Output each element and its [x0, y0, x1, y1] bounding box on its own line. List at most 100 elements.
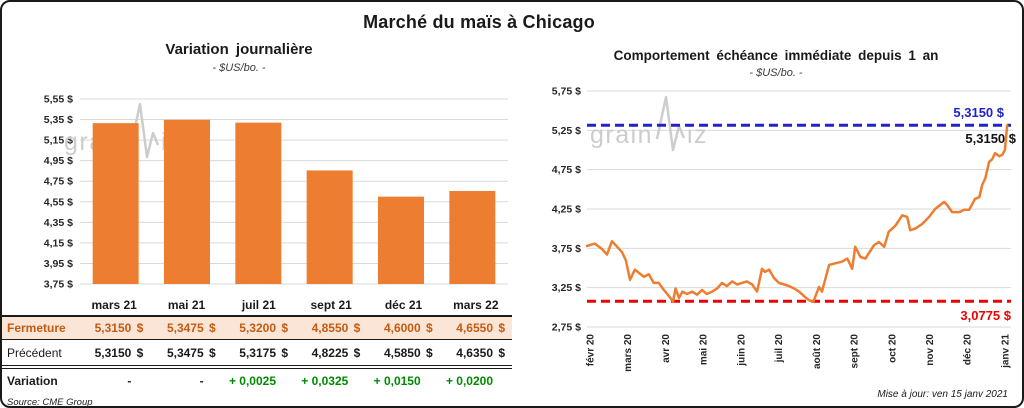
currency-symbol: $ — [353, 321, 361, 335]
currency-symbol: $ — [136, 321, 144, 335]
x-axis-label: oct 20 — [887, 334, 898, 363]
table-cell: + 0,0150 — [373, 374, 421, 388]
watermark-text-suffix: iz — [687, 121, 708, 149]
cell-value: 4,5850 — [383, 345, 421, 360]
currency-symbol: $ — [136, 345, 144, 360]
watermark-zigzag-icon — [655, 95, 686, 152]
cell-value: 5,3475 — [166, 345, 204, 360]
daily-variation-bar-chart: 5,55 $ 5,35 $ 5,15 $ 4,95 $ 4,75 $ 4,55 $ 4,35… — [44, 94, 508, 291]
y-axis-tick-label: 5,75 $ — [552, 86, 581, 98]
currency-symbol: $ — [208, 321, 216, 335]
table-cell: 4,6000 $ — [367, 321, 439, 335]
table-cell: 4,8550 $ — [295, 321, 367, 335]
ref-low-label: 3,0775 $ — [960, 308, 1011, 323]
table-cell: - — [199, 374, 204, 388]
x-axis-label: mai 20 — [699, 334, 710, 366]
last-price-label: 5,3150 $ — [965, 131, 1016, 146]
y-axis-tick-label: 3,95 $ — [44, 258, 73, 270]
table-cell: 5,3150 $ — [78, 321, 150, 335]
table-cell: 5,3475 $ — [150, 346, 222, 360]
table-cell: 5,3200 $ — [223, 321, 295, 335]
bar-mars-21 — [92, 123, 139, 285]
x-axis-label: août 20 — [812, 334, 823, 369]
row-label: Variation — [7, 374, 58, 388]
column-header: sept 21 — [310, 298, 352, 312]
currency-symbol: $ — [498, 321, 505, 335]
table-cell: 4,6350 $ — [440, 346, 512, 360]
currency-symbol: $ — [425, 321, 433, 335]
price-line — [585, 123, 1009, 304]
y-axis-tick-label: 5,55 $ — [44, 94, 73, 106]
x-axis-label: déc 20 — [963, 334, 974, 366]
column-header: mars 21 — [91, 298, 137, 312]
bar-mai-21 — [164, 119, 210, 284]
watermark-zigzag-icon — [129, 102, 160, 159]
table-row-fermeture: Fermeture 5,3150 $5,3475 $ 5,3200 $4,8550 $4,6… — [2, 317, 512, 340]
table-cell: 4,5850 $ — [367, 346, 439, 360]
x-axis-label: févr 20 — [586, 334, 597, 367]
y-axis-tick-label: 5,15 $ — [44, 135, 73, 147]
x-axis-label: sept 20 — [850, 334, 861, 369]
source-note: Source: CME Group — [7, 397, 93, 408]
y-axis-tick-label: 4,95 $ — [44, 155, 73, 167]
table-cell: 5,3150 $ — [78, 346, 150, 360]
currency-symbol: $ — [498, 345, 505, 360]
cell-value: 5,3175 — [239, 345, 276, 360]
table-row-precedent: Précédent 5,3150 $5,3475 $5,3175 $4,8225 $4,5… — [2, 340, 512, 369]
table-cell: - — [127, 374, 132, 388]
column-header: mars 22 — [453, 298, 499, 312]
y-axis-tick-label: 4,35 $ — [44, 217, 73, 229]
line-chart-subtitle: - $US/bo. - — [749, 67, 803, 79]
cell-value: 4,8225 — [311, 345, 349, 360]
cell-value: 4,6350 — [456, 345, 493, 360]
bar-juil-21 — [235, 122, 282, 284]
currency-symbol: $ — [425, 345, 433, 360]
y-axis-tick-label: 2,75 $ — [552, 322, 581, 334]
row-label: Fermeture — [7, 321, 66, 335]
x-axis-label: juin 20 — [736, 334, 747, 367]
cell-value: 4,6000 — [383, 321, 421, 335]
table-row-variation: Variation - - + 0,0025 + 0,0325 + 0,0150 + 0,0… — [2, 369, 512, 393]
cell-value: 5,3150 — [94, 321, 132, 335]
column-header: mai 21 — [167, 298, 206, 312]
bar-mars-22 — [449, 190, 496, 284]
page-title: Marché du maïs à Chicago — [363, 12, 595, 32]
bar-chart-subtitle: - $US/bo. - — [212, 62, 266, 74]
table-cell: 5,3475 $ — [150, 321, 222, 335]
currency-symbol: $ — [353, 345, 361, 360]
bar-sept-21 — [306, 170, 353, 284]
y-axis-tick-label: 4,75 $ — [44, 176, 73, 188]
cell-value: 4,8550 — [311, 321, 349, 335]
line-chart-title: Comportement échéance immédiate depuis 1… — [613, 48, 939, 63]
table-cell: 4,8225 $ — [295, 346, 367, 360]
bar-déc-21 — [378, 196, 424, 284]
table-cell: 5,3175 $ — [223, 346, 295, 360]
cell-value: 5,3150 — [94, 345, 132, 360]
table-cell: + 0,0325 — [301, 374, 349, 388]
table-header-row: mars 21 mai 21 juil 21 sept 21 déc 21 mars 22 — [2, 295, 512, 317]
table-cell: 4,6550 $ — [440, 321, 512, 335]
bar-chart-title: Variation journalière — [165, 41, 313, 58]
column-header: juil 21 — [241, 298, 276, 312]
y-axis-tick-label: 5,25 $ — [552, 125, 581, 137]
y-axis-tick-label: 4,55 $ — [44, 196, 73, 208]
currency-symbol: $ — [281, 345, 288, 360]
cell-value: 5,3200 — [239, 321, 276, 335]
column-header: déc 21 — [384, 298, 423, 312]
cell-value: 4,6550 — [456, 321, 493, 335]
y-axis-tick-label: 3,75 $ — [552, 243, 581, 255]
currency-symbol: $ — [281, 321, 288, 335]
table-cell: + 0,0025 — [228, 374, 276, 388]
y-axis-tick-label: 4,75 $ — [552, 164, 581, 176]
x-axis-label: avr 20 — [661, 334, 672, 363]
y-axis-tick-label: 4,15 $ — [44, 237, 73, 249]
y-axis-tick-label: 4,25 $ — [552, 204, 581, 216]
y-axis-tick-label: 3,75 $ — [44, 279, 73, 291]
update-timestamp: Mise à jour: ven 15 janv 2021 — [877, 389, 1008, 400]
y-axis-tick-label: 5,35 $ — [44, 114, 73, 126]
x-axis-label: nov 20 — [925, 334, 936, 366]
front-month-line-chart: 5,75 $ 5,25 $ 4,75 $ 4,25 $ 3,75 $ 3,25 $ 2,75… — [552, 86, 1017, 372]
row-label: Précédent — [7, 345, 62, 360]
